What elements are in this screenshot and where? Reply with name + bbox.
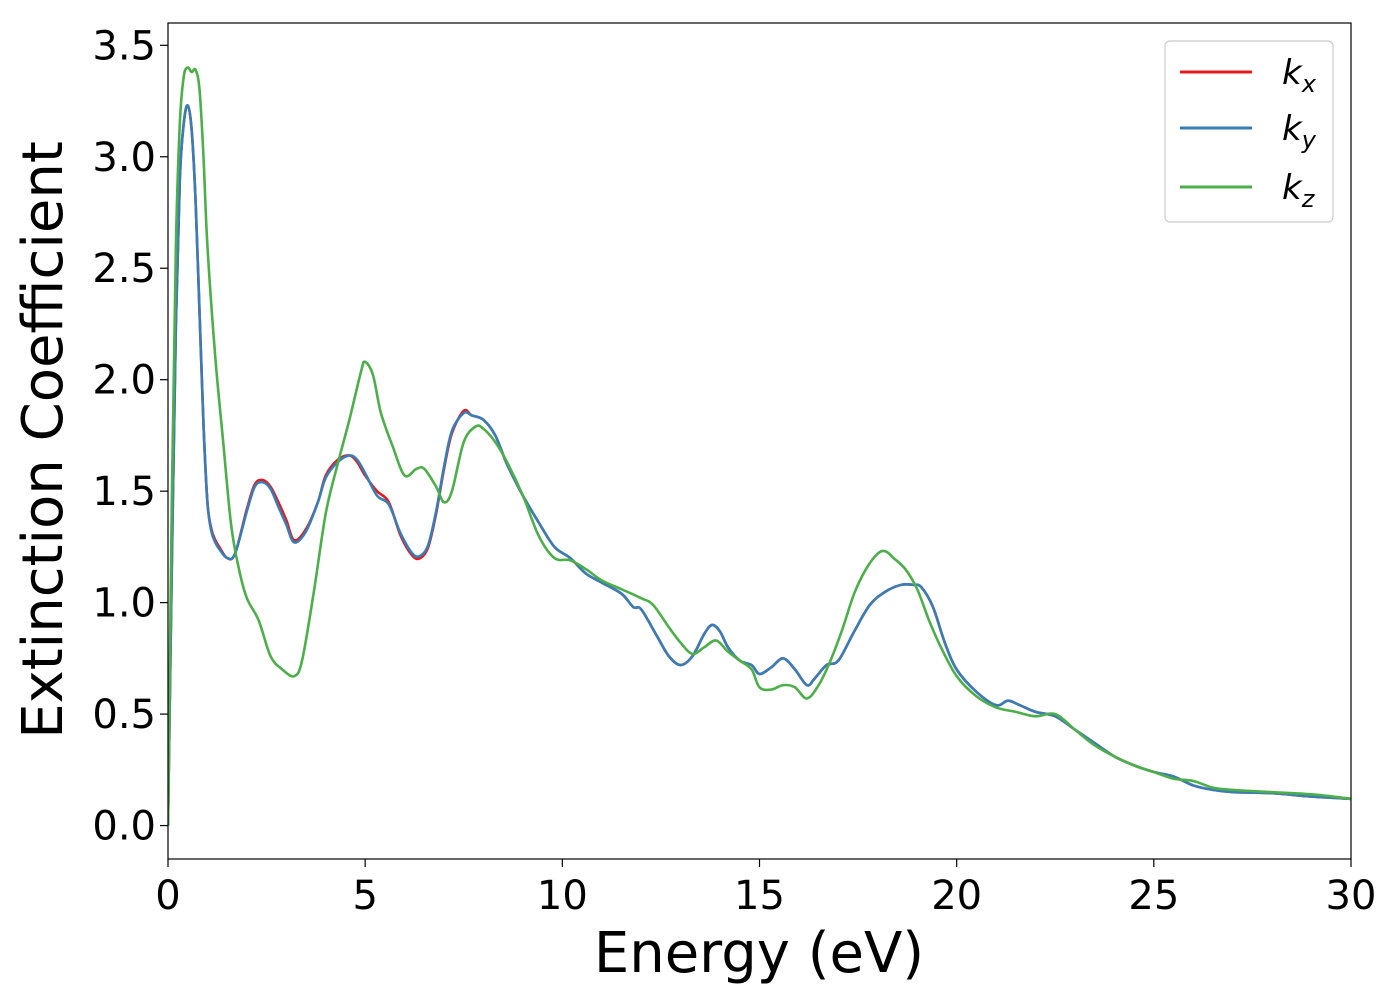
legend-label-ky-main: k xyxy=(1282,109,1303,149)
x-tick-label: 30 xyxy=(1326,873,1377,919)
legend-label-kz-sub: z xyxy=(1301,185,1316,213)
axes-layer: 0 5 10 15 20 25 30 0.0 0.5 1.0 1.5 2.0 2.5 3.0 3.5 xyxy=(92,23,1376,919)
y-tick-label: 1.0 xyxy=(92,581,156,627)
x-axis-label: Energy (eV) xyxy=(594,921,924,986)
x-tick-label: 5 xyxy=(352,873,377,919)
y-tick-label: 2.0 xyxy=(92,358,156,404)
x-tick-label: 20 xyxy=(931,873,982,919)
x-tick-label: 15 xyxy=(734,873,785,919)
y-tick-label: 2.5 xyxy=(92,246,156,292)
legend-label-ky-sub: y xyxy=(1301,126,1317,154)
y-tick-label: 3.5 xyxy=(92,23,156,69)
y-tick-label: 3.0 xyxy=(92,135,156,181)
legend-label-kx: kx xyxy=(1282,53,1317,98)
series-line-z xyxy=(168,66,1351,826)
legend-label-kz-main: k xyxy=(1282,168,1303,208)
legend-label-kx-main: k xyxy=(1282,53,1303,93)
y-axis-label: Extinction Coefficient xyxy=(11,141,76,739)
legend-label-ky: ky xyxy=(1282,109,1317,154)
x-tick-label: 25 xyxy=(1128,873,1179,919)
series-line-y xyxy=(168,104,1351,826)
y-tick-label: 0.0 xyxy=(92,804,156,850)
x-tick-label: 0 xyxy=(155,873,180,919)
legend: kx ky kz xyxy=(1164,40,1334,223)
y-tick-label: 0.5 xyxy=(92,692,156,738)
series-layer xyxy=(168,66,1351,826)
legend-label-kz: kz xyxy=(1282,168,1316,213)
legend-box xyxy=(1164,40,1334,223)
y-tick-label: 1.5 xyxy=(92,469,156,515)
x-tick-label: 10 xyxy=(537,873,588,919)
legend-label-kx-sub: x xyxy=(1301,70,1317,98)
